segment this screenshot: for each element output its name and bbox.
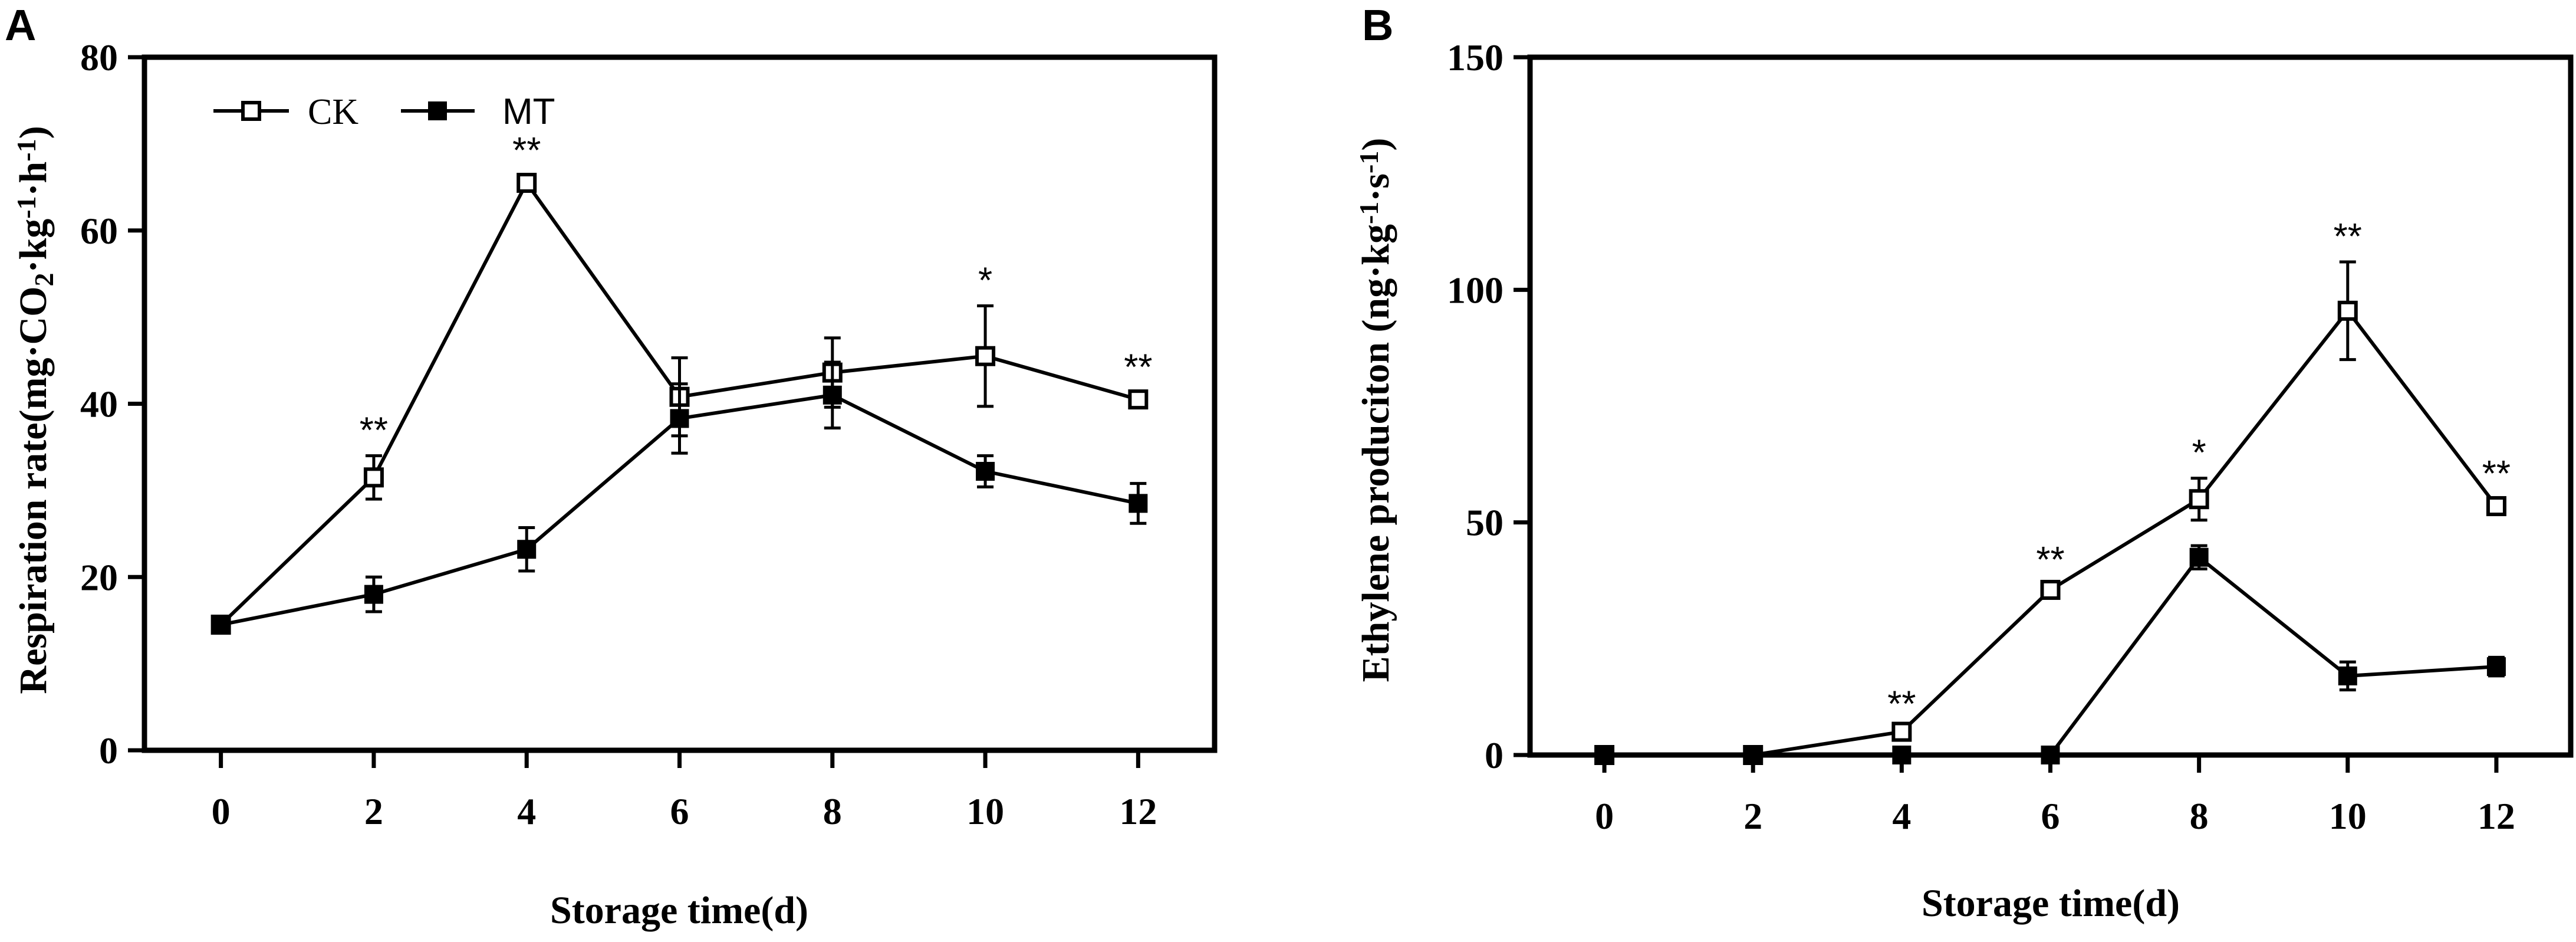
data-point-mt: [2041, 746, 2060, 764]
y-axis-title-close: ): [12, 126, 55, 139]
y-tick-label: 20: [80, 556, 118, 598]
x-tick-label: 4: [517, 790, 536, 832]
chart-panel-a: A 0 20 40 60 80 0 2 4 6 8 10 12 Storage time(d) Respir…: [5, 1, 1218, 932]
data-point-mt: [1743, 746, 1763, 764]
data-point-mt: [1595, 746, 1614, 764]
y-axis-title-main: Respiration rate(mg·CO: [12, 287, 55, 694]
legend: CK MT: [213, 91, 555, 132]
y-tick-label: 100: [1447, 269, 1504, 311]
data-point-ck: [2486, 496, 2506, 517]
y-axis-title-superscript: -1: [1354, 202, 1384, 224]
significance-label: **: [2334, 216, 2362, 257]
data-point-ck: [516, 172, 537, 193]
y-axis-title-superscript: -1: [11, 196, 41, 218]
x-tick-label: 8: [823, 790, 842, 832]
significance-label: **: [2036, 540, 2064, 580]
y-tick-label: 0: [1485, 734, 1504, 776]
x-tick-label: 0: [212, 790, 231, 832]
x-axis-title: Storage time(d): [550, 889, 808, 932]
data-point-mt: [976, 462, 995, 481]
y-axis-title-part: ·h: [12, 162, 55, 196]
data-point-ck: [2337, 300, 2358, 321]
y-tick-label: 40: [80, 383, 118, 425]
data-point-mt: [823, 385, 842, 405]
data-point-ck: [975, 346, 996, 366]
data-point-ck: [1891, 721, 1912, 742]
legend-marker-ck: [241, 101, 261, 121]
y-axis-title-main: Ethylene produciton (ng·kg: [1354, 224, 1397, 682]
data-point-mt: [2189, 547, 2209, 567]
series-line-ck: [1604, 307, 2498, 757]
legend-label-mt: MT: [502, 91, 555, 132]
x-tick-label: 6: [670, 790, 689, 832]
x-tick-label: 2: [364, 790, 383, 832]
x-axis-title: Storage time(d): [1922, 882, 2180, 925]
x-tick-label: 8: [2190, 795, 2209, 837]
x-tick-label: 10: [2329, 795, 2367, 837]
y-axis-title-part: ·s: [1354, 173, 1397, 202]
x-tick-label: 0: [1595, 795, 1614, 837]
data-point-mt: [1892, 746, 1912, 764]
significance-label: *: [978, 261, 992, 301]
significance-label: **: [2482, 454, 2511, 494]
data-point-mt: [211, 615, 231, 635]
data-point-mt: [364, 585, 383, 604]
x-tick-label: 12: [1119, 790, 1157, 832]
y-axis-title-superscript: -1: [1354, 151, 1384, 173]
data-point-ck: [2040, 580, 2061, 600]
plot-frame: [1527, 54, 2574, 758]
y-tick-label: 150: [1447, 37, 1504, 78]
data-point-ck: [1128, 389, 1149, 410]
y-tick-label: 60: [80, 210, 118, 252]
data-point-mt: [2486, 657, 2506, 677]
x-tick-label: 6: [2041, 795, 2060, 837]
y-tick-label: 80: [80, 37, 118, 78]
y-axis-title-subscript: 2: [29, 273, 59, 287]
y-tick-label: 50: [1466, 502, 1504, 544]
data-point-ck: [2189, 489, 2209, 510]
series-mt: [211, 360, 1148, 635]
panel-label: B: [1362, 1, 1393, 50]
y-axis-title-superscript: -1: [11, 139, 41, 161]
chart-panel-b: B 0 50 100 150 0 2 4 6 8 10 12 Storage time(d) Ethyle…: [1354, 1, 2574, 925]
x-tick-label: 12: [2478, 795, 2515, 837]
significance-label: **: [1887, 684, 1916, 725]
y-axis-title-part: ·kg: [12, 219, 55, 273]
y-axis-title-close: ): [1354, 138, 1397, 151]
series-mt: [1595, 544, 2506, 764]
significance-label: **: [360, 411, 388, 451]
series-ck: [1594, 260, 2506, 765]
y-axis-title: Ethylene produciton (ng·kg-1·s-1): [1354, 138, 1397, 682]
data-point-mt: [1129, 494, 1148, 513]
significance-label: **: [1124, 347, 1152, 388]
data-point-ck: [363, 467, 384, 488]
x-tick-label: 10: [966, 790, 1004, 832]
data-point-mt: [517, 540, 537, 559]
significance-label: *: [2192, 433, 2206, 474]
significance-label: **: [512, 130, 541, 171]
y-tick-label: 0: [99, 730, 118, 772]
data-point-mt: [2338, 666, 2357, 685]
panel-label: A: [5, 1, 36, 50]
x-tick-label: 4: [1892, 795, 1911, 837]
x-tick-label: 2: [1743, 795, 1762, 837]
data-point-mt: [670, 409, 689, 428]
legend-marker-mt: [428, 101, 447, 120]
legend-label-ck: CK: [308, 92, 358, 132]
y-axis-title: Respiration rate(mg·CO2·kg-1·h-1): [11, 126, 59, 694]
